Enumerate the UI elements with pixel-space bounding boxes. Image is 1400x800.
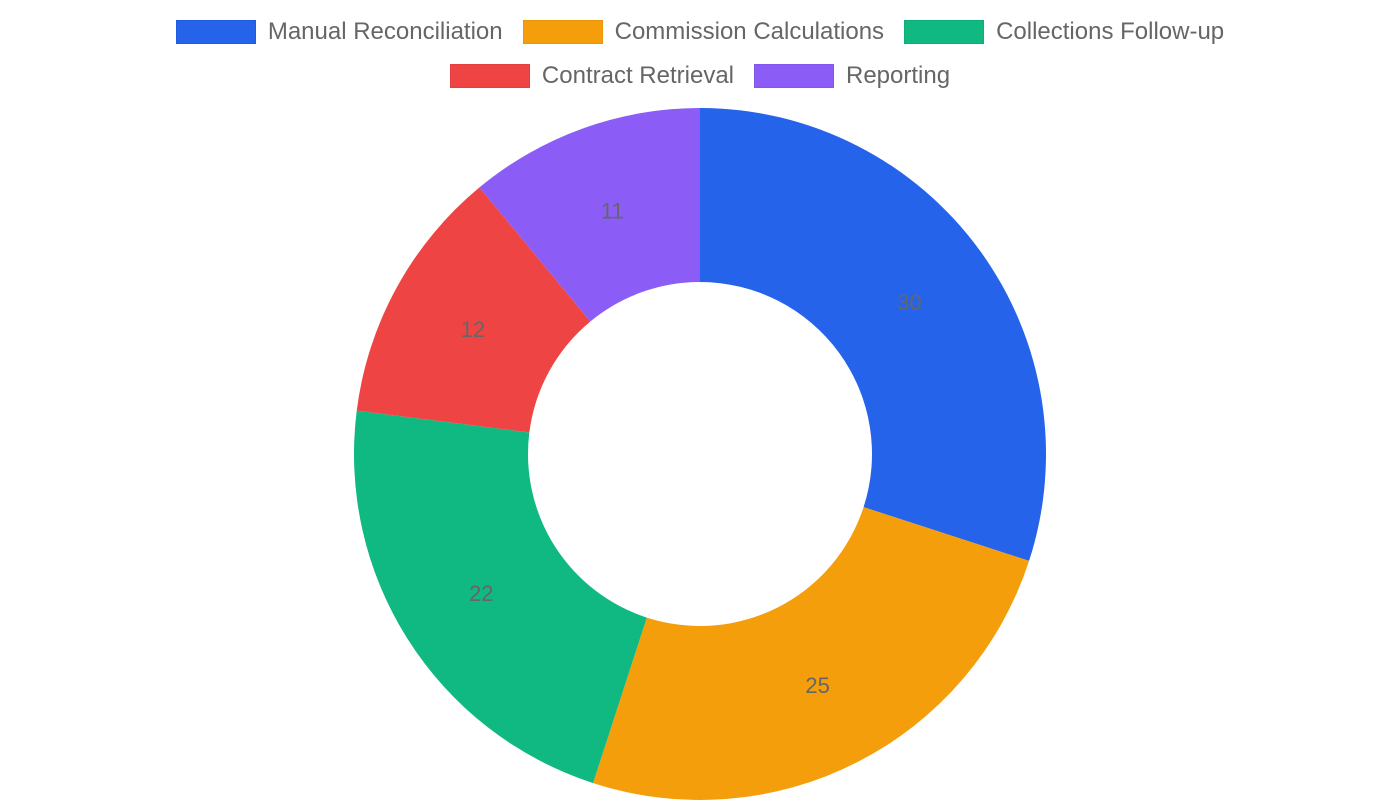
doughnut-labels: 30 25 22 12 11 xyxy=(461,198,922,697)
legend-swatch xyxy=(904,20,985,44)
slice-collections-follow-up[interactable] xyxy=(354,410,647,784)
legend-item-reporting[interactable]: Reporting xyxy=(754,62,950,90)
legend-item-contract-retrieval[interactable]: Contract Retrieval xyxy=(449,62,734,90)
legend-row-1: Manual Reconciliation Commission Calcula… xyxy=(0,18,1400,46)
slice-value-label: 25 xyxy=(805,673,829,698)
slice-manual-reconciliation[interactable] xyxy=(700,108,1046,561)
legend-swatch xyxy=(175,20,256,44)
slice-commission-calculations[interactable] xyxy=(593,507,1030,800)
slice-contract-retrieval[interactable] xyxy=(356,187,591,433)
legend-item-manual-reconciliation[interactable]: Manual Reconciliation xyxy=(175,18,503,46)
legend-item-commission-calculations[interactable]: Commission Calculations xyxy=(522,18,885,46)
legend-row-2: Contract Retrieval Reporting xyxy=(0,62,1400,90)
legend-label: Reporting xyxy=(846,62,951,89)
legend-label: Manual Reconciliation xyxy=(267,18,503,45)
legend-item-collections-follow-up[interactable]: Collections Follow-up xyxy=(904,18,1224,46)
slice-value-label: 11 xyxy=(601,198,624,223)
legend-swatch xyxy=(754,64,834,88)
slice-value-label: 22 xyxy=(469,581,493,606)
legend-label: Collections Follow-up xyxy=(996,18,1225,45)
slice-reporting[interactable] xyxy=(479,108,700,322)
legend-swatch xyxy=(522,20,603,44)
legend-label: Commission Calculations xyxy=(614,18,885,45)
slice-value-label: 12 xyxy=(461,317,485,342)
legend-swatch xyxy=(449,64,530,88)
legend-label: Contract Retrieval xyxy=(541,62,734,89)
slice-value-label: 30 xyxy=(897,290,921,315)
doughnut-slices xyxy=(354,108,1046,800)
